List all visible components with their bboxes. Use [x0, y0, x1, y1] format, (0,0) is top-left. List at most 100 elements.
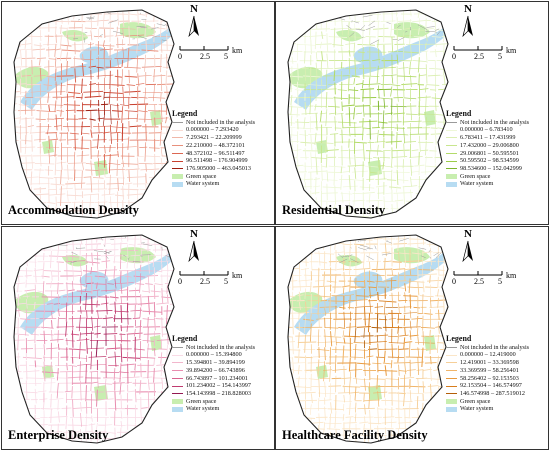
street-segment: [360, 88, 375, 91]
street-segment: [11, 142, 12, 158]
street-segment: [325, 136, 328, 154]
street-segment: [290, 186, 293, 204]
street-segment: [66, 60, 68, 77]
street-segment: [288, 170, 292, 173]
street-segment: [116, 26, 118, 37]
street-segment: [296, 44, 316, 46]
street-segment: [160, 103, 163, 123]
street-segment: [85, 284, 87, 291]
street-segment: [377, 97, 392, 100]
street-segment: [57, 308, 60, 317]
street-segment: [359, 421, 369, 424]
street-segment: [447, 235, 448, 255]
street-segment: [132, 339, 142, 341]
street-segment: [20, 318, 31, 321]
street-segment: [22, 295, 30, 298]
street-segment: [396, 103, 399, 122]
street-segment: [47, 10, 50, 18]
street-segment: [111, 110, 123, 112]
legend-item-class: 12.419001 – 33.369598: [446, 359, 529, 367]
street-segment: [408, 278, 411, 294]
street-segment: [103, 91, 105, 100]
legend-label: 22.210000 – 48.372101: [186, 141, 245, 149]
legend-label: Water system: [460, 180, 494, 188]
street-segment: [102, 317, 113, 320]
street-segment: [136, 209, 154, 212]
street-segment: [334, 411, 337, 429]
street-segment: [30, 90, 47, 93]
street-segment: [291, 291, 293, 300]
street-segment: [85, 385, 87, 402]
street-segment: [147, 254, 150, 274]
street-segment: [288, 140, 300, 143]
street-segment: [37, 290, 44, 293]
street-segment: [98, 382, 113, 385]
street-not-included: [143, 243, 153, 246]
street-segment: [334, 185, 337, 205]
street-segment: [337, 89, 347, 91]
street-segment: [55, 57, 57, 67]
street-segment: [333, 400, 352, 402]
street-segment: [96, 243, 98, 252]
street-segment: [385, 140, 402, 143]
street-segment: [73, 201, 76, 214]
legend-label: 39.894200 – 66.743896: [186, 366, 245, 374]
street-segment: [429, 437, 431, 443]
street-segment: [377, 425, 379, 440]
street-segment: [288, 150, 292, 152]
street-segment: [288, 185, 298, 188]
street-segment: [113, 424, 126, 427]
street-segment: [48, 149, 50, 164]
street-segment: [418, 74, 427, 77]
street-segment: [368, 252, 370, 261]
legend-swatch: [172, 377, 183, 379]
legend-item-class: 48.372102 – 96.511497: [172, 150, 255, 158]
street-segment: [144, 54, 147, 72]
legend-item-green-space: Green space: [172, 398, 255, 406]
street-segment: [346, 407, 356, 410]
street-segment: [21, 20, 28, 23]
street-segment: [348, 148, 351, 165]
street-segment: [416, 315, 419, 328]
street-segment: [70, 357, 87, 359]
street-segment: [297, 332, 300, 349]
street-not-included: [355, 28, 365, 31]
street-segment: [147, 413, 149, 422]
street-segment: [354, 105, 371, 107]
street-segment: [58, 289, 66, 292]
street-segment: [14, 139, 19, 142]
street-segment: [140, 442, 161, 443]
legend-item-class: 29.006801 – 50.595501: [446, 150, 529, 158]
street-segment: [330, 28, 348, 30]
street-segment: [60, 186, 62, 206]
street-segment: [160, 364, 163, 377]
street-segment: [156, 209, 166, 212]
street-segment: [411, 170, 420, 173]
street-segment: [90, 351, 93, 370]
street-segment: [305, 268, 307, 288]
street-segment: [73, 83, 76, 99]
street-segment: [47, 112, 50, 123]
street-segment: [48, 58, 56, 60]
street-segment: [382, 110, 385, 130]
street-segment: [431, 36, 442, 38]
street-segment: [72, 261, 74, 281]
street-segment: [80, 401, 82, 412]
street-segment: [132, 317, 141, 320]
street-segment: [309, 281, 312, 294]
street-segment: [424, 84, 427, 93]
street-segment: [128, 289, 140, 292]
street-segment: [31, 45, 33, 59]
street-segment: [334, 82, 336, 95]
legend-label: 6.783411 – 17.431999: [460, 134, 516, 142]
street-segment: [173, 19, 174, 32]
legend-swatch: [446, 370, 457, 372]
street-segment: [73, 22, 76, 30]
legend-label: 33.369599 – 58.256401: [460, 366, 519, 374]
street-segment: [117, 289, 128, 292]
street-segment: [159, 130, 162, 146]
street-segment: [342, 345, 345, 365]
street-not-included: [342, 255, 349, 258]
street-not-included: [433, 252, 439, 257]
street-segment: [392, 268, 405, 271]
